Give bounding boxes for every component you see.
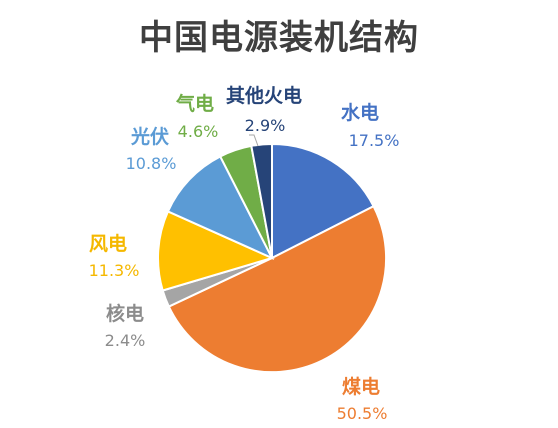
slice-value-label-7: 2.9% <box>245 116 286 135</box>
pie-slice-1 <box>271 142 375 260</box>
slice-label-3: 核电 <box>106 302 144 325</box>
slice-label-1: 水电 <box>341 101 379 124</box>
slice-value-label-4: 11.3% <box>89 261 140 280</box>
slice-label-5: 光伏 <box>130 125 169 148</box>
leader-line <box>249 134 259 147</box>
slice-label-7: 其他火电 <box>226 84 302 107</box>
slice-value-label-1: 17.5% <box>349 131 400 150</box>
pie-slice-4 <box>157 210 275 292</box>
slice-label-4: 风电 <box>89 232 127 255</box>
slice-value-label-3: 2.4% <box>105 331 146 350</box>
pie-slice-2 <box>167 204 388 374</box>
slice-value-label-5: 10.8% <box>126 154 177 173</box>
pie-slice-5 <box>166 155 275 261</box>
slice-value-label-2: 50.5% <box>337 404 388 423</box>
chart-title: 中国电源装机结构 <box>139 18 419 58</box>
slice-value-label-6: 4.6% <box>178 122 219 141</box>
slice-label-6: 气电 <box>175 92 214 115</box>
slice-label-2: 煤电 <box>342 375 380 398</box>
pie-slice-7 <box>250 142 273 259</box>
